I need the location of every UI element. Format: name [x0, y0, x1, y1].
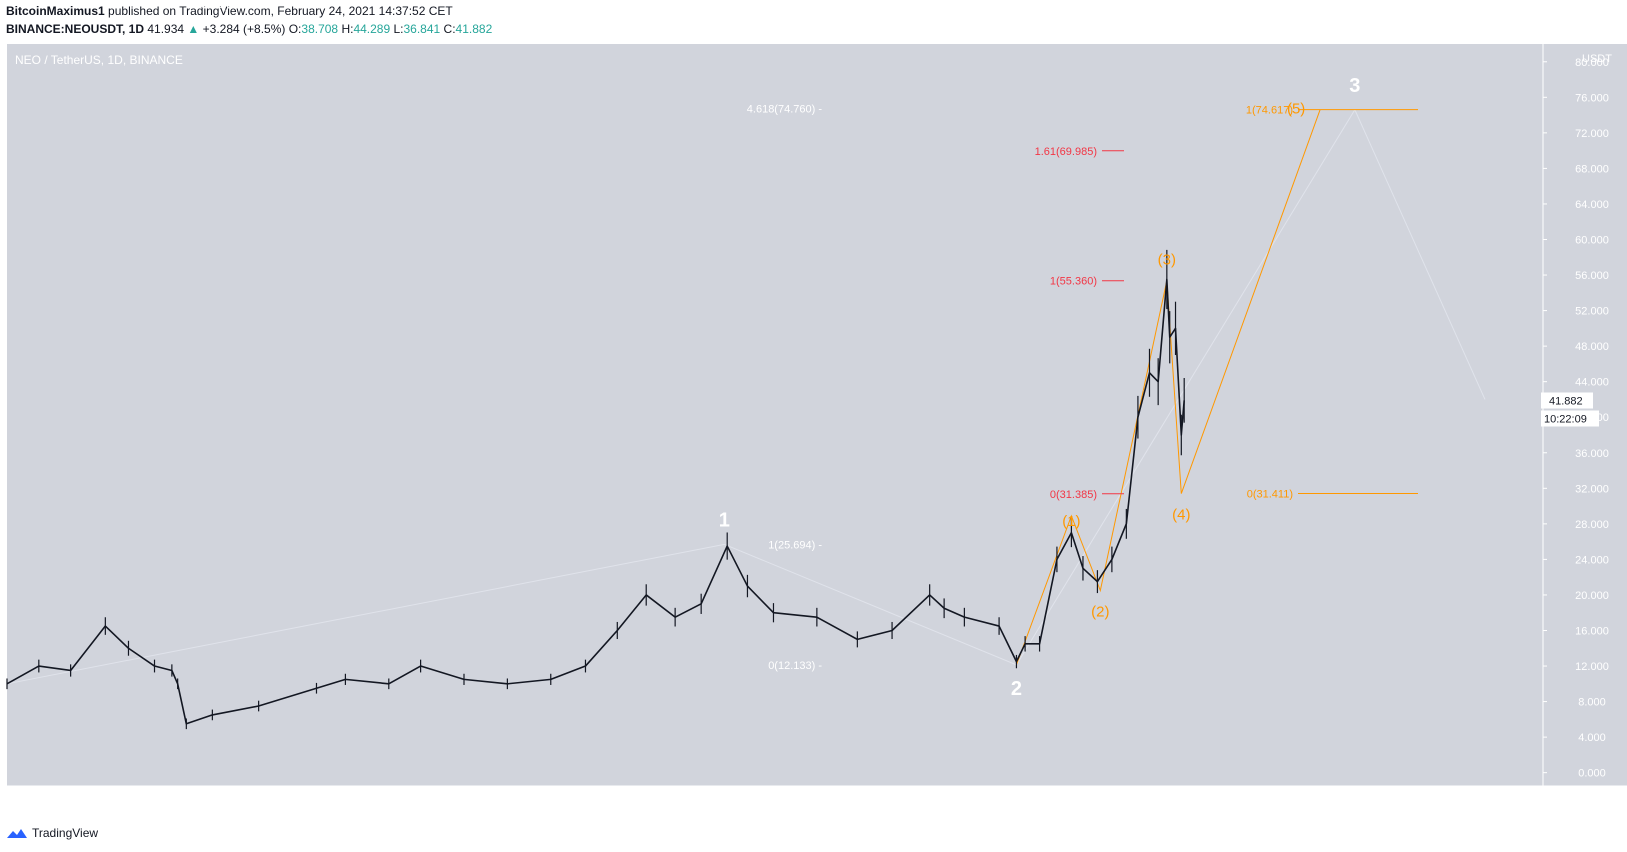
sub-wave-path — [1015, 109, 1321, 666]
fib-level-label: 1(55.360) — [1050, 276, 1097, 288]
wave-label: (4) — [1172, 507, 1190, 524]
x-tick-label: Feb — [50, 795, 69, 807]
y-tick-label: 44.000 — [1575, 377, 1609, 389]
x-tick-label: Jul — [489, 795, 503, 807]
brand-text: TradingView — [32, 826, 99, 840]
y-tick-label: 8.000 — [1578, 697, 1606, 709]
x-tick-label: Feb — [1108, 795, 1127, 807]
x-tick-label: Apr — [224, 795, 241, 807]
y-tick-label: 72.000 — [1575, 128, 1609, 140]
close-value: 41.882 — [455, 22, 493, 36]
last-price: 41.934 — [147, 22, 185, 36]
x-tick-label: Mar — [133, 795, 152, 807]
last-price-tag-text: 41.882 — [1549, 395, 1583, 407]
y-tick-label: 16.000 — [1575, 625, 1609, 637]
tradingview-logo[interactable]: TradingView — [6, 826, 98, 840]
y-tick-label: 68.000 — [1575, 163, 1609, 175]
y-tick-label: 80.000 — [1575, 57, 1609, 69]
y-tick-label: 76.000 — [1575, 92, 1609, 104]
publish-date: published on TradingView.com, February 2… — [108, 4, 453, 18]
x-tick-label: Jun — [1456, 795, 1474, 807]
tradingview-logo-icon — [7, 829, 27, 838]
fib-level-label: 0(31.385) — [1050, 489, 1097, 501]
main-wave-path — [6, 109, 1356, 685]
low-value: 36.841 — [403, 22, 441, 36]
plot-area[interactable] — [7, 44, 1543, 786]
close-label: C: — [443, 22, 456, 36]
y-tick-label: 24.000 — [1575, 554, 1609, 566]
x-tick-label: Nov — [842, 795, 862, 807]
ohlc-legend: BINANCE:NEOUSDT, 1D 41.934 ▲ +3.284 (+8.… — [6, 22, 492, 36]
y-tick-label: 12.000 — [1575, 661, 1609, 673]
fib-level-label: 3.61(63.427) - — [201, 0, 270, 11]
low-label: L: — [393, 22, 404, 36]
fib-level-label: 1(25.694) - — [768, 539, 822, 551]
fib-level-label: 0(31.411) — [1247, 489, 1293, 501]
y-tick-label: 0.000 — [1578, 768, 1606, 780]
change-up-icon: ▲ — [187, 22, 200, 36]
projection-line — [1354, 109, 1486, 400]
y-tick-label: 32.000 — [1575, 483, 1609, 495]
wave-label: (1) — [1062, 513, 1080, 530]
x-tick-label: Mar — [1189, 795, 1208, 807]
x-tick-label: May — [1365, 795, 1386, 807]
y-tick-label: 36.000 — [1575, 448, 1609, 460]
y-tick-label: 4.000 — [1578, 732, 1606, 744]
publish-info: BitcoinMaximus1 published on TradingView… — [6, 4, 453, 18]
author-name[interactable]: BitcoinMaximus1 — [6, 4, 105, 18]
high-label: H: — [341, 22, 354, 36]
axis-unit-label: USDT — [1582, 53, 1612, 65]
wave-label: (3) — [1158, 252, 1176, 269]
wave-label: (5) — [1287, 101, 1305, 118]
price-line — [6, 278, 1185, 725]
x-tick-label: Sep — [665, 795, 685, 807]
open-value: 38.708 — [301, 22, 339, 36]
x-tick-label: 2021 — [1016, 795, 1040, 807]
wave-label: 1 — [719, 509, 730, 531]
fib-level-label: 1.61(69.985) — [1035, 146, 1097, 158]
y-tick-label: 56.000 — [1575, 270, 1609, 282]
wave-label: 2 — [1011, 678, 1022, 700]
x-tick-label: Apr — [1280, 795, 1297, 807]
x-tick-label: Aug — [576, 795, 596, 807]
y-tick-label: 52.000 — [1575, 306, 1609, 318]
y-tick-label: 60.000 — [1575, 234, 1609, 246]
x-tick-label: May — [309, 795, 330, 807]
y-tick-label: 20.000 — [1575, 590, 1609, 602]
y-tick-label: 28.000 — [1575, 519, 1609, 531]
symbol-label: BINANCE:NEOUSDT, 1D — [6, 22, 145, 36]
fib-level-label: 4.618(74.760) - — [747, 103, 823, 115]
wave-label: (2) — [1091, 604, 1109, 621]
price-change: +3.284 (+8.5%) — [202, 22, 286, 36]
last-price-tag: 41.882 10:22:09 — [1541, 392, 1599, 427]
chart-title: NEO / TetherUS, 1D, BINANCE — [15, 53, 183, 67]
y-tick-label: 48.000 — [1575, 341, 1609, 353]
fib-level-label: 0(12.133) - — [768, 660, 822, 672]
x-tick-label: Oct — [753, 795, 770, 807]
x-tick-label: Jun — [400, 795, 418, 807]
y-tick-label: 64.000 — [1575, 199, 1609, 211]
high-value: 44.289 — [353, 22, 391, 36]
countdown-tag-text: 10:22:09 — [1544, 413, 1587, 425]
fib-level-label: 1(74.617) — [1246, 105, 1293, 117]
open-label: O: — [288, 22, 302, 36]
wave-label: 3 — [1349, 75, 1360, 97]
x-tick-label: Dec — [929, 795, 949, 807]
